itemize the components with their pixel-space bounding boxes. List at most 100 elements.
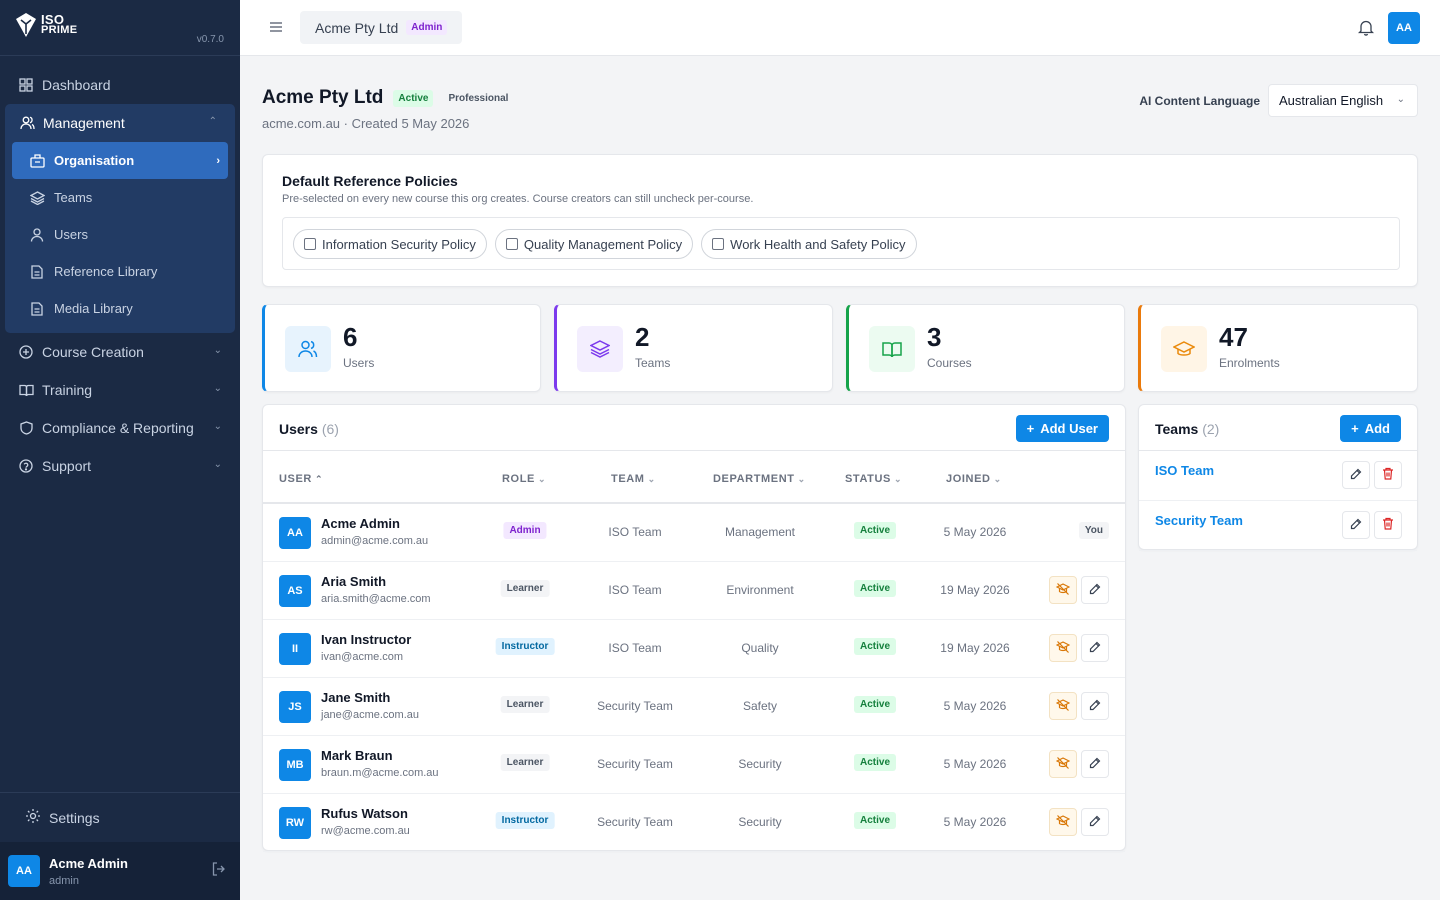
stat-label: Teams (635, 356, 671, 370)
nav-dashboard[interactable]: Dashboard (0, 66, 240, 104)
add-team-button[interactable]: + Add (1340, 415, 1401, 442)
nav-support[interactable]: Support ⌄ (0, 447, 240, 485)
delete-team-button[interactable] (1374, 511, 1402, 539)
edit-user-button[interactable] (1081, 692, 1109, 720)
logout-icon[interactable] (212, 862, 226, 879)
edit-team-button[interactable] (1342, 461, 1370, 489)
trash-icon (1382, 467, 1394, 483)
nav-management[interactable]: Management ⌃ (5, 104, 235, 142)
teams-card-title: Teams (2) (1155, 421, 1220, 437)
user-name: Jane Smith (321, 690, 391, 705)
edit-user-button[interactable] (1081, 808, 1109, 836)
current-user-role: admin (49, 874, 79, 887)
column-header-team[interactable]: TEAM ⌄ (611, 473, 656, 485)
language-label: AI Content Language (1139, 93, 1260, 108)
policy-list: Information Security Policy Quality Mana… (282, 217, 1400, 270)
avatar: AS (279, 575, 311, 607)
users-count: (6) (321, 421, 339, 437)
role-badge: Learner (500, 696, 550, 713)
table-header-divider (263, 502, 1125, 504)
language-select[interactable]: Australian English ⌄ (1268, 84, 1418, 117)
sidebar-item-organisation[interactable]: Organisation › (12, 142, 228, 179)
remove-instructor-button[interactable] (1049, 692, 1077, 720)
nav-settings[interactable]: Settings (0, 792, 240, 842)
chevron-down-icon: ⌄ (213, 345, 222, 356)
remove-instructor-button[interactable] (1049, 576, 1077, 604)
table-row: RW Rufus Watson rw@acme.com.au Instructo… (263, 794, 1125, 852)
team-link[interactable]: ISO Team (1155, 463, 1215, 478)
management-group: Management ⌃ Organisation › Teams Users … (5, 104, 235, 333)
stat-value: 47 (1219, 322, 1248, 352)
bell-icon[interactable] (1357, 19, 1375, 39)
gear-icon (25, 808, 41, 827)
checkbox[interactable] (304, 238, 316, 250)
column-header-joined[interactable]: JOINED ⌄ (946, 473, 1002, 485)
teams-count: (2) (1202, 421, 1220, 437)
sort-icon: ⌄ (993, 474, 1002, 484)
column-header-department[interactable]: DEPARTMENT ⌄ (713, 473, 806, 485)
avatar[interactable]: AA (1388, 12, 1420, 44)
avatar: RW (279, 807, 311, 839)
policy-chip[interactable]: Quality Management Policy (494, 229, 694, 259)
pencil-icon (1089, 815, 1101, 830)
logo[interactable]: ISO PRIME (15, 12, 77, 38)
org-switcher[interactable]: Acme Pty Ltd Admin (300, 11, 463, 44)
column-header-status[interactable]: STATUS ⌄ (845, 473, 903, 485)
remove-instructor-button[interactable] (1049, 634, 1077, 662)
users-card: Users (6) + Add User USER ⌃ ROLE ⌄ TEAM ⌄ DE… (262, 404, 1126, 852)
remove-instructor-button[interactable] (1049, 808, 1077, 836)
book-icon (869, 326, 915, 372)
role-badge: Learner (500, 754, 550, 771)
pencil-icon (1350, 518, 1362, 533)
user-team: ISO Team (608, 583, 662, 597)
avatar[interactable]: AA (8, 855, 40, 887)
policy-chip[interactable]: Information Security Policy (293, 229, 487, 259)
policies-description: Pre-selected on every new course this or… (282, 193, 754, 205)
edit-user-button[interactable] (1081, 634, 1109, 662)
sidebar-item-reference-library[interactable]: Reference Library (5, 253, 235, 290)
sidebar-item-teams[interactable]: Teams (5, 179, 235, 216)
sort-icon: ⌄ (797, 474, 806, 484)
user-team: Security Team (597, 757, 673, 771)
nav-training[interactable]: Training ⌄ (0, 371, 240, 409)
user-icon (29, 227, 45, 243)
help-circle-icon (18, 458, 34, 474)
org-header: Acme Pty Ltd Active Professional (262, 87, 514, 109)
plus-icon: + (1351, 421, 1359, 436)
policies-title: Default Reference Policies (282, 173, 458, 189)
plan-badge: Professional (443, 89, 514, 107)
avatar: AA (279, 517, 311, 549)
nav-compliance-reporting[interactable]: Compliance & Reporting ⌄ (0, 409, 240, 447)
sidebar-item-media-library[interactable]: Media Library (5, 290, 235, 327)
you-badge: You (1078, 522, 1109, 539)
avatar: II (279, 633, 311, 665)
book-icon (18, 382, 34, 398)
checkbox[interactable] (712, 238, 725, 250)
column-header-user[interactable]: USER ⌃ (279, 473, 324, 485)
hamburger-menu-icon[interactable] (268, 20, 284, 37)
diamond-logo-icon (16, 13, 36, 37)
policy-chip[interactable]: Work Health and Safety Policy (701, 229, 917, 259)
column-header-role[interactable]: ROLE ⌄ (502, 473, 547, 485)
chevron-down-icon: ⌄ (213, 459, 222, 470)
stat-value: 6 (343, 322, 358, 352)
edit-user-button[interactable] (1081, 750, 1109, 778)
edit-user-button[interactable] (1081, 576, 1109, 604)
sidebar-item-users[interactable]: Users (5, 216, 235, 253)
delete-team-button[interactable] (1374, 461, 1402, 489)
team-link[interactable]: Security Team (1155, 513, 1243, 528)
current-user: AA Acme Admin admin (0, 842, 240, 900)
checkbox[interactable] (505, 238, 518, 250)
user-email: admin@acme.com.au (321, 535, 429, 547)
nav-course-creation[interactable]: Course Creation ⌄ (0, 333, 240, 371)
add-user-button[interactable]: + Add User (1015, 415, 1109, 442)
status-badge: Active (853, 754, 897, 771)
user-joined: 19 May 2026 (940, 583, 1010, 597)
remove-instructor-button[interactable] (1049, 750, 1077, 778)
sidebar-footer: Settings AA Acme Admin admin (0, 792, 240, 900)
table-row: AS Aria Smith aria.smith@acme.com Learne… (263, 562, 1125, 620)
edit-team-button[interactable] (1342, 511, 1370, 539)
role-badge: Instructor (495, 638, 555, 655)
table-row: AA Acme Admin admin@acme.com.au Admin IS… (263, 504, 1125, 562)
sidebar-item-label: Media Library (54, 301, 133, 316)
